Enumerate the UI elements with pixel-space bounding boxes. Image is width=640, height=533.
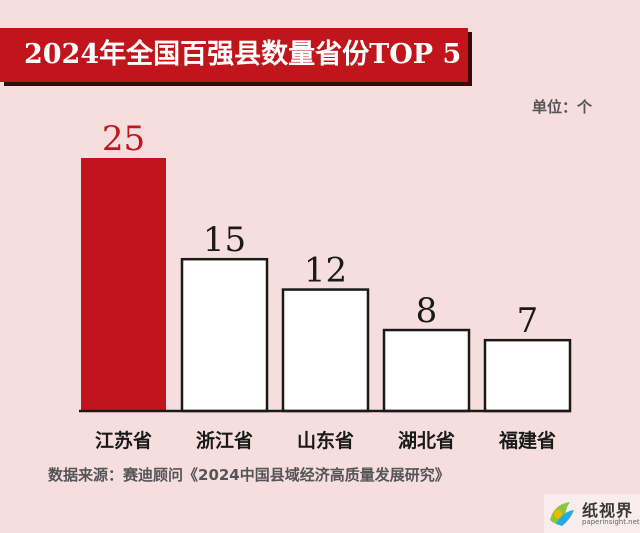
bar-1 [81, 158, 166, 411]
category-label-4: 湖北省 [398, 430, 455, 452]
logo-icon [550, 502, 574, 526]
category-label-3: 山东省 [297, 429, 354, 452]
watermark-logo: 纸视界 paperinsight.net [544, 494, 640, 533]
category-label-1: 江苏省 [95, 429, 152, 452]
bar-5 [483, 338, 572, 413]
chart-title: 2024年全国百强县数量省份TOP 5 [24, 39, 462, 70]
value-label-1: 25 [102, 119, 145, 159]
bar-chart: 25 江苏省 15 浙江省 12 山东省 8 湖北省 7 福建省 [79, 119, 572, 452]
logo-name: 纸视界 [582, 501, 634, 520]
value-label-4: 8 [416, 291, 438, 331]
category-label-2: 浙江省 [196, 429, 253, 452]
unit-label: 单位：个 [531, 98, 592, 116]
title-banner: 2024年全国百强县数量省份TOP 5 [0, 28, 468, 82]
value-label-5: 7 [517, 301, 539, 341]
value-label-2: 15 [203, 220, 246, 260]
value-label-3: 12 [304, 251, 347, 291]
logo-url: paperinsight.net [582, 518, 640, 526]
bar-3 [281, 288, 370, 413]
category-label-5: 福建省 [498, 429, 556, 452]
source-note: 数据来源：赛迪顾问《2024中国县域经济高质量发展研究》 [48, 466, 450, 484]
bar-2 [180, 257, 269, 413]
bar-4 [382, 328, 471, 413]
